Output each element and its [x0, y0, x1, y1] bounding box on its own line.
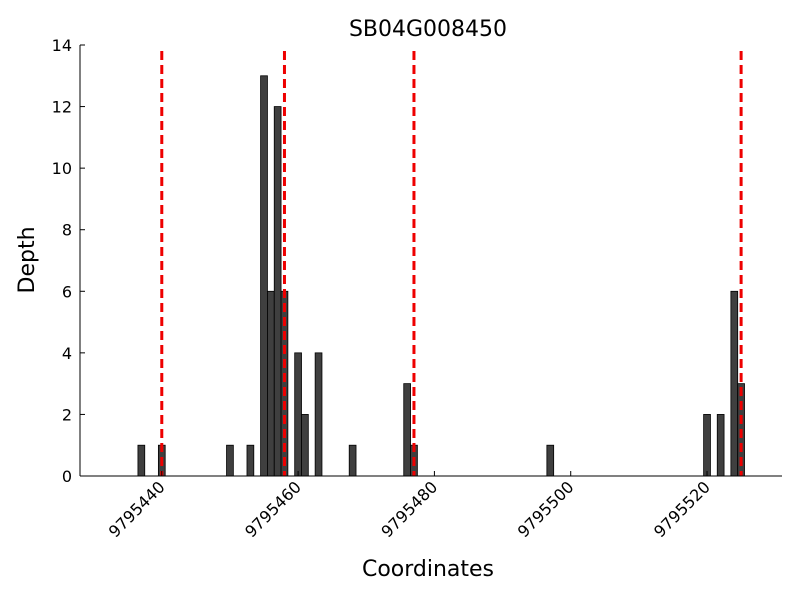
axes-group	[79, 45, 782, 477]
chart-title: SB04G008450	[349, 17, 507, 42]
y-tick-label: 6	[62, 282, 72, 301]
y-tick-label: 12	[52, 98, 72, 117]
bar	[314, 352, 323, 477]
bar	[294, 352, 302, 477]
x-ticks-group: 9795440 9795460 9795480 9795500 9795520	[105, 471, 714, 541]
x-axis-title: Coordinates	[362, 557, 494, 582]
bar	[273, 106, 282, 477]
bar	[348, 444, 357, 477]
y-tick-label: 8	[62, 221, 72, 240]
x-tick-label: 9795480	[377, 477, 441, 541]
x-tick-label: 9795440	[105, 477, 169, 541]
y-tick-label: 14	[52, 36, 72, 55]
x-tick-label: 9795500	[514, 477, 578, 541]
bar	[546, 444, 555, 477]
y-tick-label: 10	[52, 159, 72, 178]
bar	[730, 290, 739, 477]
bar	[716, 414, 725, 477]
bar	[260, 75, 268, 477]
x-tick-label: 9795520	[650, 477, 714, 541]
y-tick-label: 2	[62, 405, 72, 424]
bar	[301, 414, 309, 477]
bar	[703, 414, 711, 477]
reference-lines-group	[160, 51, 743, 476]
bar	[226, 444, 234, 477]
y-tick-label: 0	[62, 467, 72, 486]
x-tick-label: 9795460	[241, 477, 305, 541]
y-axis-title: Depth	[15, 226, 40, 293]
bar	[246, 444, 255, 477]
bar	[137, 444, 146, 477]
bars-group	[137, 75, 745, 477]
y-tick-label: 4	[62, 344, 72, 363]
bar	[267, 290, 275, 477]
bar	[403, 383, 411, 477]
y-ticks-group: 0 2 4 6 8 10 12 14	[52, 36, 85, 486]
